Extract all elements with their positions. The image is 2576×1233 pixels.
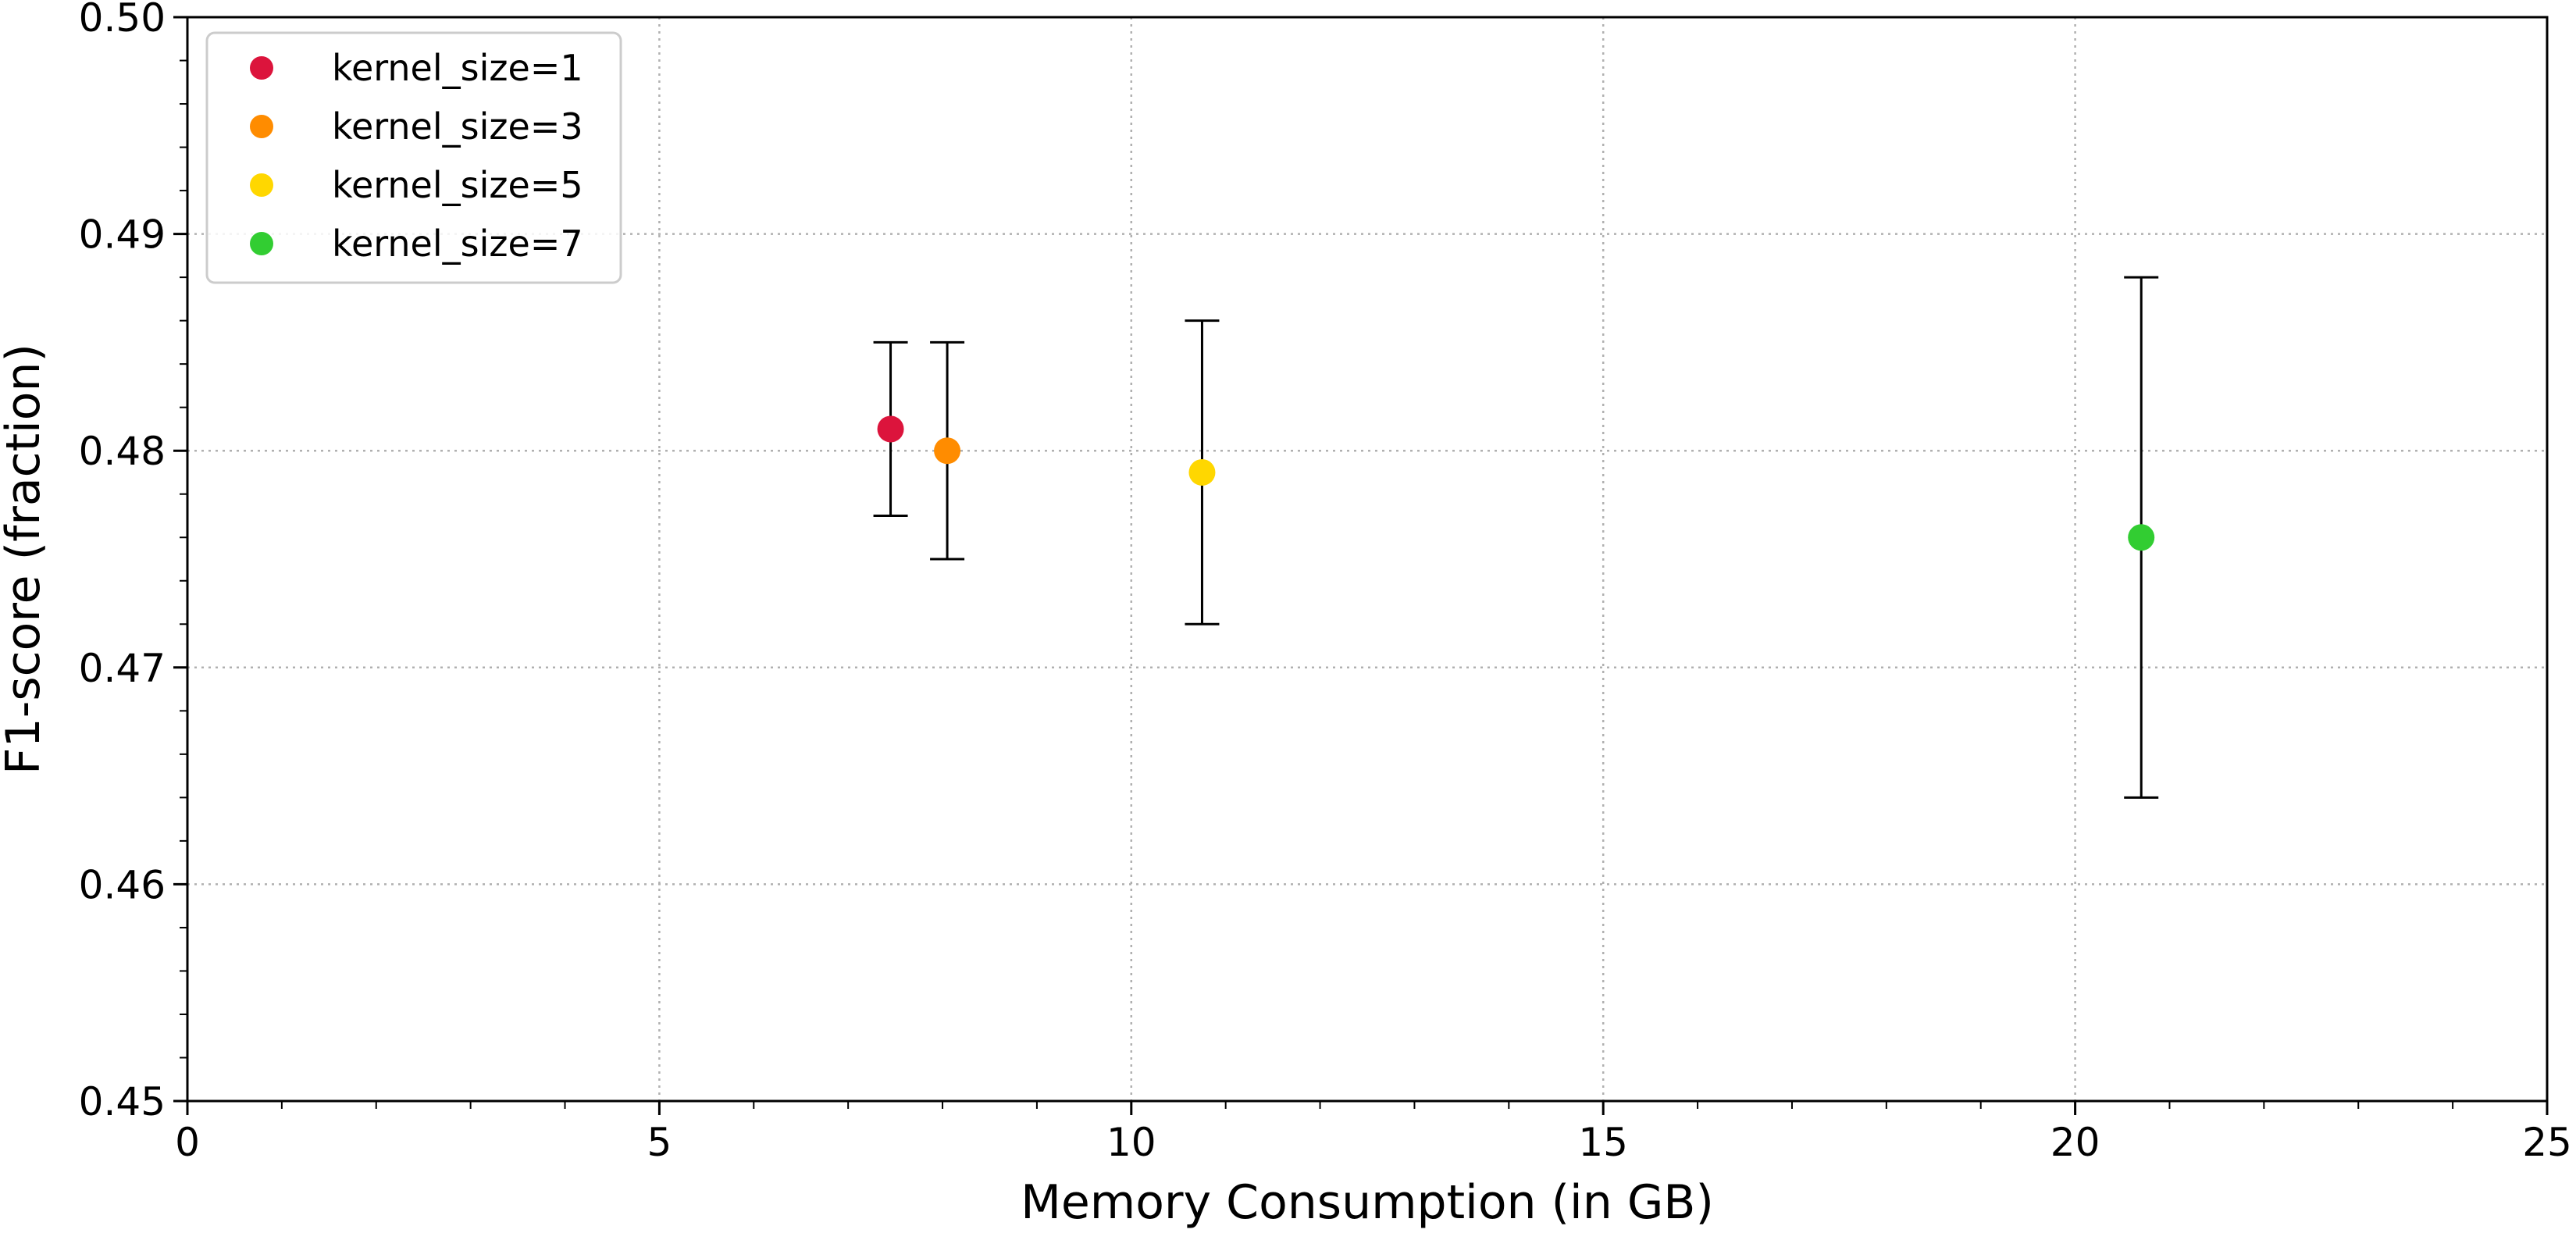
legend-marker (250, 115, 273, 138)
y-tick-label: 0.50 (79, 0, 166, 41)
y-tick-label: 0.49 (79, 212, 166, 258)
data-point (877, 415, 904, 443)
legend: kernel_size=1 kernel_size=3 kernel_size=5k… (205, 31, 622, 284)
legend-entry-label: kernel_size=3 (332, 105, 583, 148)
plot-frame (186, 16, 2549, 1103)
data-point (934, 437, 961, 465)
legend-box (205, 31, 622, 284)
x-axis-label: Memory Consumption (in GB) (1021, 1175, 1714, 1230)
x-tick-label: 0 (175, 1120, 200, 1165)
x-tick-label: 20 (2050, 1120, 2100, 1165)
legend-marker (250, 232, 273, 255)
x-tick-label: 5 (647, 1120, 672, 1165)
y-tick-label: 0.46 (79, 862, 166, 907)
axis-ticks: 0 5 10 15 20 25 0.45 0.46 0.47 0.48 0.49 0.50 (79, 0, 2572, 1165)
y-tick-label: 0.47 (79, 646, 166, 691)
legend-entry-label: kernel_size=5 (332, 164, 583, 206)
data-points (877, 415, 2155, 551)
y-axis-label: F1-score (fraction) (0, 344, 51, 775)
legend-entry-label: kernel_size=1 (332, 47, 583, 89)
y-tick-label: 0.45 (79, 1079, 166, 1124)
error-bars (873, 276, 2159, 799)
x-tick-label: 10 (1106, 1120, 1156, 1165)
x-tick-label: 15 (1578, 1120, 1628, 1165)
data-point (1188, 458, 1216, 486)
legend-entry-label: kernel_size=7 (332, 223, 583, 265)
legend-marker (250, 173, 273, 197)
legend-marker (250, 56, 273, 80)
data-point (2128, 524, 2155, 551)
y-tick-label: 0.48 (79, 429, 166, 474)
grid (187, 17, 2547, 1101)
x-tick-label: 25 (2522, 1120, 2572, 1165)
